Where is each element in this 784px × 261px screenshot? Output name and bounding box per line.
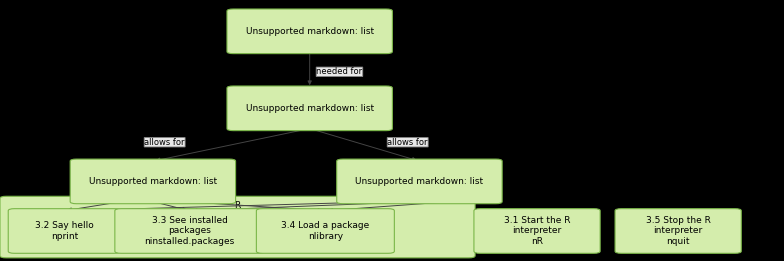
FancyBboxPatch shape [474,209,601,253]
Text: allows for: allows for [387,138,428,147]
Text: 3.2 Say hello
nprint: 3.2 Say hello nprint [35,221,93,241]
Text: allows for: allows for [144,138,185,147]
Text: Unsupported markdown: list: Unsupported markdown: list [245,104,374,113]
FancyBboxPatch shape [114,209,265,253]
Text: R: R [234,201,241,210]
FancyBboxPatch shape [227,86,392,131]
FancyBboxPatch shape [70,159,235,204]
FancyBboxPatch shape [256,209,394,253]
Text: 3.5 Stop the R
interpreter
nquit: 3.5 Stop the R interpreter nquit [646,216,710,246]
Text: needed for: needed for [317,67,362,76]
FancyBboxPatch shape [615,209,742,253]
FancyBboxPatch shape [227,9,392,54]
FancyBboxPatch shape [337,159,502,204]
Text: 3.3 See installed
packages
ninstalled.packages: 3.3 See installed packages ninstalled.pa… [144,216,235,246]
FancyBboxPatch shape [0,196,475,258]
Text: Unsupported markdown: list: Unsupported markdown: list [355,177,484,186]
Text: Unsupported markdown: list: Unsupported markdown: list [89,177,217,186]
Text: 3.4 Load a package
nlibrary: 3.4 Load a package nlibrary [281,221,369,241]
Text: Unsupported markdown: list: Unsupported markdown: list [245,27,374,36]
Text: 3.1 Start the R
interpreter
nR: 3.1 Start the R interpreter nR [504,216,570,246]
FancyBboxPatch shape [8,209,121,253]
